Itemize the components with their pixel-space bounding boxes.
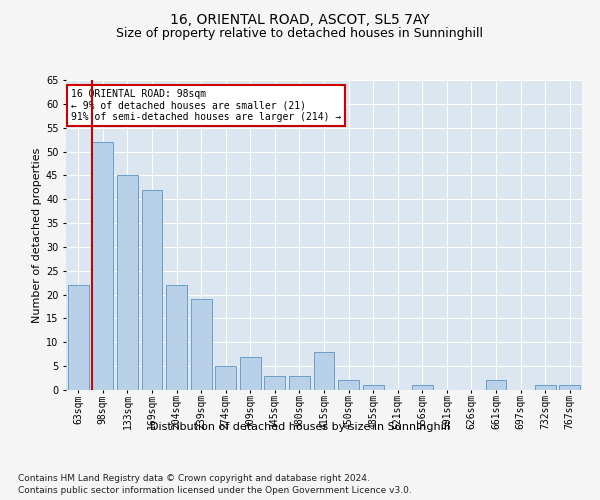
Y-axis label: Number of detached properties: Number of detached properties [32,148,41,322]
Bar [535,385,556,390]
Bar [362,385,383,390]
Bar [92,142,113,390]
Bar [289,376,310,390]
Bar [117,176,138,390]
Bar [559,385,580,390]
Bar [412,385,433,390]
Bar [215,366,236,390]
Bar [485,380,506,390]
Text: Size of property relative to detached houses in Sunninghill: Size of property relative to detached ho… [116,28,484,40]
Bar [191,300,212,390]
Bar [338,380,359,390]
Bar [166,285,187,390]
Text: 16 ORIENTAL ROAD: 98sqm
← 9% of detached houses are smaller (21)
91% of semi-det: 16 ORIENTAL ROAD: 98sqm ← 9% of detached… [71,90,341,122]
Bar [142,190,163,390]
Text: Distribution of detached houses by size in Sunninghill: Distribution of detached houses by size … [150,422,450,432]
Bar [314,352,334,390]
Bar [68,285,89,390]
Bar [265,376,286,390]
Bar [240,356,261,390]
Text: Contains HM Land Registry data © Crown copyright and database right 2024.
Contai: Contains HM Land Registry data © Crown c… [18,474,412,495]
Text: 16, ORIENTAL ROAD, ASCOT, SL5 7AY: 16, ORIENTAL ROAD, ASCOT, SL5 7AY [170,12,430,26]
